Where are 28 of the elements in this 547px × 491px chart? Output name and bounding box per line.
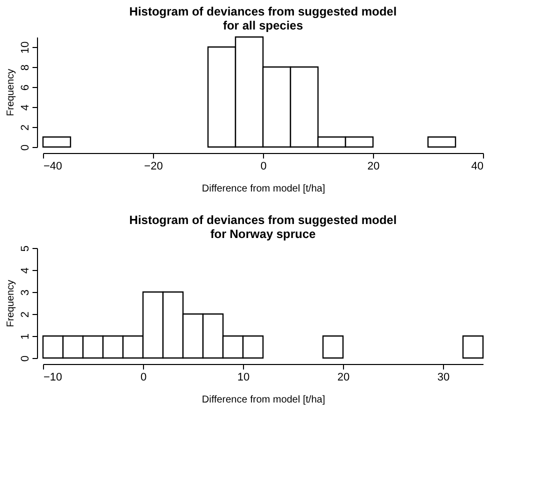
x-tick-label: 10 [237,372,250,384]
y-tick-label: 2 [20,311,32,318]
y-tick-label: 3 [20,289,32,296]
x-axis-title: Difference from model [t/ha] [202,184,326,194]
x-tick-label: 0 [140,372,147,384]
x-tick-label: −40 [44,160,62,172]
x-tick-label: 30 [437,372,450,384]
y-tick-label: 8 [20,64,32,71]
chart-title: Histogram of deviances from suggested model for Norway spruce [129,212,397,241]
y-tick-label: 1 [20,333,32,340]
y-tick-label: 0 [20,144,32,151]
x-tick-label: 0 [260,160,267,172]
y-tick-label: 4 [20,104,32,111]
x-tick-label: −20 [144,160,163,172]
chart-title: Histogram of deviances from suggested model for all species [129,4,397,32]
y-tick-label: 2 [20,124,32,131]
x-axis-title: Difference from model [t/ha] [202,394,326,406]
y-tick-label: 0 [20,355,32,362]
x-tick-label: 40 [471,160,484,172]
y-tick-label: 5 [20,245,32,252]
y-axis-title: Frequency [6,280,16,328]
x-tick-label: −10 [44,372,62,384]
y-axis-title: Frequency [6,68,16,116]
x-tick-label: 20 [367,160,380,172]
y-tick-label: 6 [20,84,32,91]
y-tick-label: 10 [20,41,32,54]
x-tick-label: 20 [337,372,350,384]
y-tick-label: 4 [20,267,32,274]
